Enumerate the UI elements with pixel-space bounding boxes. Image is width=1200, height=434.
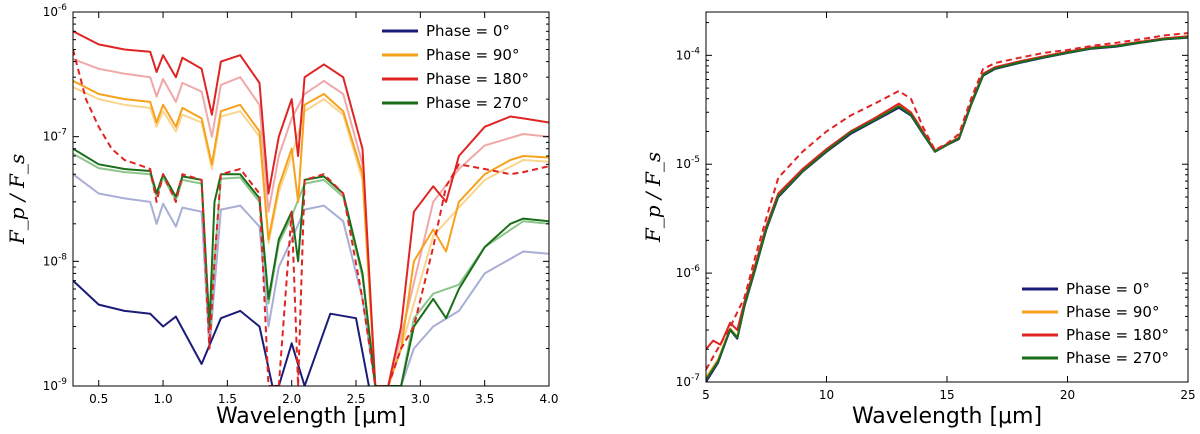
- left-x-tick-label: 3.5: [475, 392, 494, 406]
- left-plot-lines: [73, 30, 549, 386]
- right-plot-lines: [706, 32, 1188, 382]
- left-y-axis-label: F_p / F_s: [5, 154, 29, 245]
- left-x-tick-label: 2.0: [282, 392, 301, 406]
- right-panel: 5 10 15 20 25 10-7 10-6 10-5 10-4 Wavelength [μ…: [641, 11, 1196, 429]
- right-x-tick-label: 10: [819, 388, 834, 402]
- left-y-tick-label: 10-6: [43, 3, 68, 19]
- left-x-ticks: 0.5 1.0 1.5 2.0 2.5 3.0 3.5 4.0: [89, 12, 559, 406]
- left-legend-label: Phase = 180°: [426, 70, 529, 88]
- left-x-tick-label: 2.5: [346, 392, 365, 406]
- left-series-phase-0: [73, 279, 370, 386]
- left-x-tick-label: 3.0: [411, 392, 430, 406]
- right-x-tick-label: 15: [939, 388, 954, 402]
- left-series-phase-90: [73, 80, 549, 386]
- left-series-phase-90-faint: [73, 86, 549, 386]
- left-series-phase-270: [73, 147, 549, 386]
- right-x-tick-label: 20: [1060, 388, 1075, 402]
- left-x-tick-label: 0.5: [89, 392, 108, 406]
- left-legend: Phase = 0° Phase = 90° Phase = 180° Phase =…: [382, 22, 529, 112]
- left-x-tick-label: 1.0: [154, 392, 173, 406]
- left-y-tick-label: 10-9: [43, 377, 68, 393]
- right-x-tick-label: 25: [1180, 388, 1195, 402]
- left-y-ticks: 10-9 10-8 10-7 10-6: [43, 3, 549, 393]
- right-x-ticks: 5 10 15 20 25: [702, 12, 1196, 402]
- right-y-tick-label: 10-4: [676, 46, 701, 62]
- left-plot-frame: [72, 11, 550, 387]
- left-x-tick-label: 4.0: [539, 392, 558, 406]
- left-legend-label: Phase = 90°: [426, 46, 519, 64]
- left-panel: 0.5 1.0 1.5 2.0 2.5 3.0 3.5 4.0 10-910-810-710-…: [5, 3, 559, 429]
- right-legend-label: Phase = 90°: [1066, 303, 1159, 321]
- left-y-tick-label: 10-7: [43, 128, 67, 144]
- right-legend: Phase = 0° Phase = 90° Phase = 180° Phase =…: [1022, 280, 1169, 367]
- right-y-tick-label: 10-6: [676, 264, 701, 280]
- right-legend-label: Phase = 270°: [1066, 349, 1169, 367]
- right-legend-label: Phase = 0°: [1066, 280, 1150, 298]
- left-legend-label: Phase = 270°: [426, 94, 529, 112]
- left-x-tick-label: 1.5: [218, 392, 237, 406]
- left-x-axis-label: Wavelength [μm]: [216, 404, 406, 429]
- right-y-tick-label: 10-7: [676, 373, 700, 389]
- left-y-tick-label: 10-8: [43, 252, 68, 268]
- right-y-tick-label: 10-5: [676, 155, 700, 171]
- right-y-axis-label: F_p / F_s: [641, 152, 665, 243]
- right-x-axis-label: Wavelength [μm]: [852, 404, 1042, 429]
- right-y-ticks: 10-7 10-6 10-5 10-4: [676, 22, 1188, 389]
- left-series-phase-180: [73, 30, 549, 386]
- right-series-phase-270: [706, 36, 1188, 381]
- left-series-phase-0-faint: [73, 173, 549, 386]
- right-x-tick-label: 5: [702, 388, 710, 402]
- left-legend-label: Phase = 0°: [426, 22, 510, 40]
- left-series-phase-180-faint: [73, 58, 549, 386]
- right-legend-label: Phase = 180°: [1066, 326, 1169, 344]
